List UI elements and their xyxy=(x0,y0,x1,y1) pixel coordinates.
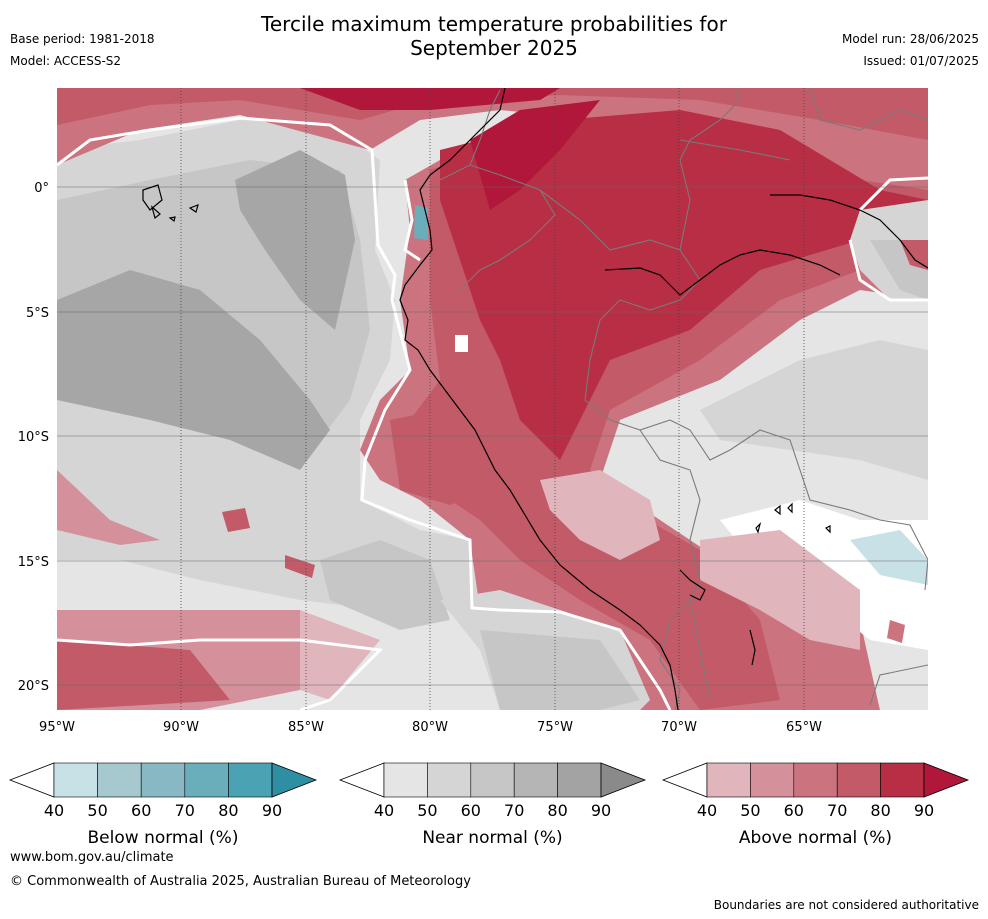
colorbar-tick: 50 xyxy=(740,801,760,820)
lon-label: 80°W xyxy=(412,720,448,735)
meta-right: Model run: 28/06/2025 Issued: 01/07/2025 xyxy=(842,28,979,72)
colorbar-segment xyxy=(750,762,795,798)
colorbar-segment xyxy=(184,762,229,798)
model-run: Model run: 28/06/2025 xyxy=(841,32,979,46)
colorbar-segment xyxy=(228,762,273,798)
lon-label: 75°W xyxy=(537,720,573,735)
colorbar-segment xyxy=(271,762,318,798)
colorbar-tick: 80 xyxy=(547,801,567,820)
colorbar-tick: 90 xyxy=(914,801,934,820)
meta-left: Base period: 1981-2018 Model: ACCESS-S2 xyxy=(10,28,155,72)
footer-url[interactable]: www.bom.gov.au/climate xyxy=(10,850,174,865)
colorbar-segment xyxy=(600,762,647,798)
latitude-labels: 0° 5°S 10°S 15°S 20°S xyxy=(18,181,49,694)
colorbar-tick: 50 xyxy=(87,801,107,820)
colorbar-tick: 60 xyxy=(784,801,804,820)
colorbar-tick: 90 xyxy=(591,801,611,820)
colorbar: 40 50 60 70 80 90 Above normal (%) xyxy=(661,762,970,848)
lon-label: 65°W xyxy=(786,720,822,735)
colorbar-tick: 60 xyxy=(461,801,481,820)
colorbar-tick: 80 xyxy=(218,801,238,820)
colorbar-tick: 60 xyxy=(131,801,151,820)
colorbar-segment xyxy=(923,762,970,798)
colorbar-label: Above normal (%) xyxy=(739,828,892,848)
colorbar-segment xyxy=(706,762,751,798)
colorbar-label: Near normal (%) xyxy=(422,828,562,848)
colorbar-label: Below normal (%) xyxy=(88,828,239,848)
lat-label: 10°S xyxy=(18,430,49,445)
colorbar-segment xyxy=(793,762,838,798)
colorbar-segment xyxy=(338,762,385,798)
base-period: Base period: 1981-2018 xyxy=(10,32,155,46)
lat-label: 0° xyxy=(34,181,49,196)
colorbar-segment xyxy=(557,762,602,798)
lat-label: 20°S xyxy=(18,679,49,694)
model-name: Model: ACCESS-S2 xyxy=(10,54,122,68)
lon-label: 70°W xyxy=(661,720,697,735)
colorbar-segment xyxy=(8,762,55,798)
colorbar-segment xyxy=(97,762,142,798)
colorbar-segment xyxy=(140,762,186,798)
lat-label: 5°S xyxy=(26,306,49,321)
colorbar-tick: 40 xyxy=(374,801,394,820)
colorbar-segment xyxy=(383,762,428,798)
footer-copyright: © Commonwealth of Australia 2025, Austra… xyxy=(10,874,471,889)
lon-label: 95°W xyxy=(39,720,75,735)
title-line-2: September 2025 xyxy=(410,36,578,60)
colorbar-segment xyxy=(661,762,708,798)
title-line-1: Tercile maximum temperature probabilitie… xyxy=(261,12,727,36)
lon-label: 85°W xyxy=(288,720,324,735)
colorbar-tick: 70 xyxy=(827,801,847,820)
colorbar-tick: 40 xyxy=(697,801,717,820)
colorbar-tick: 90 xyxy=(262,801,282,820)
colorbar-tick: 50 xyxy=(417,801,437,820)
footer-note: Boundaries are not considered authoritat… xyxy=(713,898,979,912)
map-title: Tercile maximum temperature probabilitie… xyxy=(0,12,988,60)
colorbar-segment xyxy=(427,762,472,798)
colorbars: 40 50 60 70 80 90 Below normal (%) 40 50 60 70 80 90… xyxy=(8,762,970,848)
colorbar-tick: 70 xyxy=(175,801,195,820)
colorbar: 40 50 60 70 80 90 Near normal (%) xyxy=(338,762,647,848)
probability-field xyxy=(57,88,928,710)
longitude-labels: 95°W 90°W 85°W 80°W 75°W 70°W 65°W xyxy=(39,720,822,735)
colorbar-segment xyxy=(470,762,515,798)
lon-label: 90°W xyxy=(163,720,199,735)
colorbar-tick: 70 xyxy=(504,801,524,820)
colorbar-segment xyxy=(836,762,881,798)
lat-label: 15°S xyxy=(18,555,49,570)
colorbar-segment xyxy=(880,762,925,798)
colorbar: 40 50 60 70 80 90 Below normal (%) xyxy=(8,762,318,848)
colorbar-segment xyxy=(513,762,558,798)
issued-date: Issued: 01/07/2025 xyxy=(863,54,979,68)
colorbar-segment xyxy=(53,762,98,798)
colorbar-tick: 40 xyxy=(44,801,64,820)
colorbar-tick: 80 xyxy=(870,801,890,820)
